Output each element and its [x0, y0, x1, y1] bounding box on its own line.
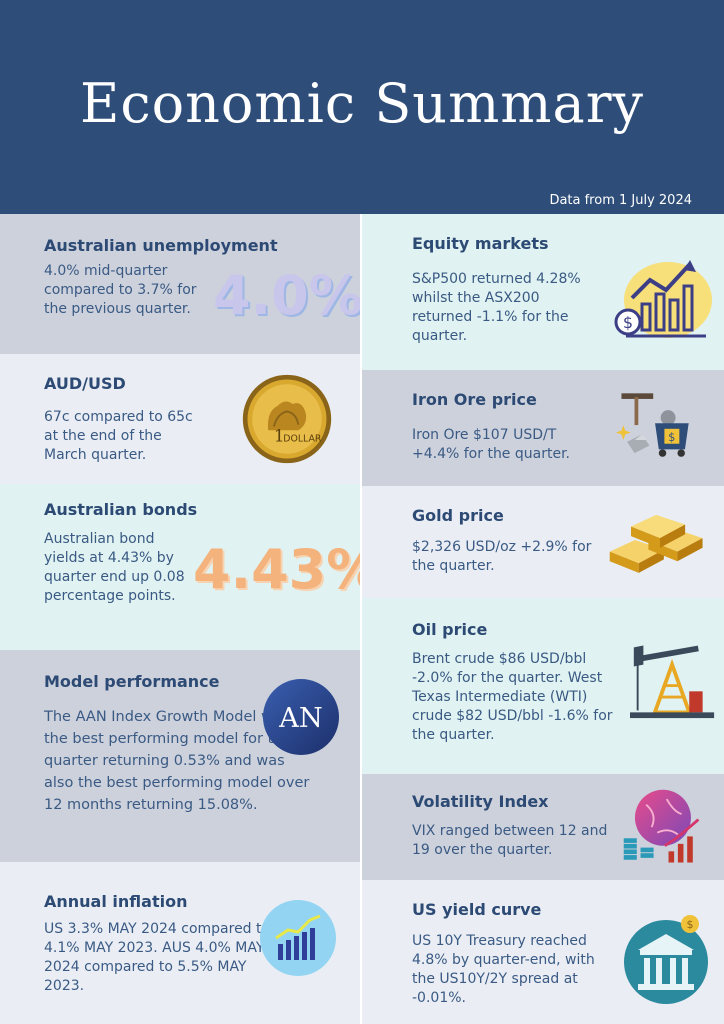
coin-number: 1 [274, 426, 285, 446]
panel-title: Australian unemployment [44, 236, 278, 255]
panel-title: Annual inflation [44, 892, 188, 911]
mining-cart-icon: $ [615, 393, 689, 457]
panel-title: Oil price [412, 620, 488, 639]
header-banner: Economic Summary Data from 1 July 2024 [0, 0, 724, 214]
panel-unemployment: Australian unemployment 4.0% mid-quarter… [0, 214, 360, 354]
panel-inflation: Annual inflation US 3.3% MAY 2024 compar… [0, 862, 360, 1024]
svg-text:$: $ [687, 918, 694, 931]
coin-label: DOLLAR [283, 434, 322, 445]
panel-title: Australian bonds [44, 500, 198, 519]
panel-equity: Equity markets S&P500 returned 4.28% whi… [362, 214, 724, 370]
globe-coins-chart-icon [623, 789, 700, 863]
panel-audusd: AUD/USD 67c compared to 65c at the end o… [0, 354, 360, 484]
panel-text: Australian bond yields at 4.43% by quart… [44, 531, 185, 604]
aan-logo-icon: AN [262, 678, 340, 756]
panel-title: Equity markets [412, 234, 549, 253]
panel-text: Iron Ore $107 USD/T +4.4% for the quarte… [412, 427, 570, 462]
data-date: Data from 1 July 2024 [549, 193, 692, 208]
panel-text: US 10Y Treasury reached 4.8% by quarter-… [412, 933, 595, 1006]
growth-chart-icon: $ [614, 260, 712, 338]
panel-model: Model performance The AAN Index Growth M… [0, 650, 360, 862]
panel-ironore: Iron Ore price Iron Ore $107 USD/T +4.4%… [362, 370, 724, 486]
dollar-coin-icon: 1 DOLLAR [242, 374, 332, 464]
panel-vix: Volatility Index VIX ranged between 12 a… [362, 774, 724, 880]
panel-text: 4.0% mid-quarter compared to 3.7% for th… [44, 263, 197, 317]
panel-title: Gold price [412, 506, 504, 525]
panel-text: Brent crude $86 USD/bbl -2.0% for the qu… [412, 651, 613, 743]
panel-text: 67c compared to 65c at the end of the Ma… [44, 409, 193, 463]
svg-text:$: $ [668, 431, 675, 444]
panel-text: US 3.3% MAY 2024 compared to 4.1% MAY 20… [44, 921, 271, 994]
page-title: Economic Summary [79, 72, 645, 135]
oil-pump-icon [630, 645, 715, 719]
panel-title: Iron Ore price [412, 390, 537, 409]
panel-gold: Gold price $2,326 USD/oz +2.9% for the q… [362, 486, 724, 598]
unemployment-big-number: 4.0% [213, 264, 360, 327]
panel-title: US yield curve [412, 900, 542, 919]
panel-title: Model performance [44, 672, 220, 691]
rising-bar-chart-icon [260, 900, 336, 976]
logo-text: AN [278, 703, 323, 734]
panel-text: The AAN Index Growth Model was the best … [44, 709, 310, 813]
panel-text: S&P500 returned 4.28% whilst the ASX200 … [412, 271, 581, 344]
panel-yield: US yield curve US 10Y Treasury reached 4… [362, 880, 724, 1024]
panel-text: $2,326 USD/oz +2.9% for the quarter. [412, 539, 592, 574]
panel-oil: Oil price Brent crude $86 USD/bbl -2.0% … [362, 598, 724, 774]
panel-title: Volatility Index [412, 792, 549, 811]
panel-text: VIX ranged between 12 and 19 over the qu… [412, 823, 608, 858]
panel-title: AUD/USD [44, 374, 126, 393]
bank-icon: $ [624, 915, 708, 1004]
gold-bars-icon [609, 514, 703, 573]
svg-text:$: $ [623, 313, 633, 332]
panel-bonds: Australian bonds Australian bond yields … [0, 484, 360, 650]
bonds-big-number: 4.43% [193, 538, 360, 601]
